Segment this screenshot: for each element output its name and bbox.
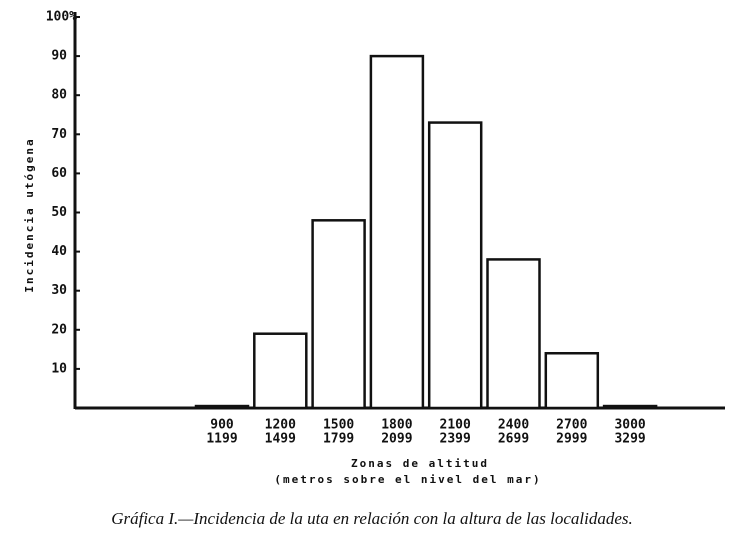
y-tick-label: 70 [51,127,67,142]
x-tick-label: 2399 [440,432,471,447]
x-tick-label: 2100 [440,418,471,433]
bar [253,332,308,410]
y-tick-label: 50 [51,205,67,220]
x-tick-label: 2099 [381,432,412,447]
bar [194,404,250,410]
y-tick-label: 20 [51,322,67,337]
bar [486,258,541,410]
caption: Gráfica I.—Incidencia de la uta en relac… [111,509,633,528]
x-tick-label: 1799 [323,432,354,447]
x-tick-label: 1499 [265,432,296,447]
x-tick-label: 1800 [381,418,412,433]
y-tick-label: 30 [51,283,67,298]
x-tick-label: 1199 [206,432,237,447]
x-tick-label: 3000 [614,418,645,433]
bar [602,404,658,410]
bar [369,54,425,410]
x-axis-label: (metros sobre el nivel del mar) [274,473,541,486]
bar [544,352,600,410]
y-tick-label: 60 [51,166,67,181]
x-axis-label: Zonas de altitud [351,457,489,470]
x-tick-label: 1500 [323,418,354,433]
bar [311,219,366,410]
x-tick-label: 2699 [498,432,529,447]
y-tick-label: 80 [51,88,67,103]
x-tick-label: 3299 [614,432,645,447]
y-tick-label: 100% [46,10,77,25]
bar [427,121,483,410]
x-tick-label: 2999 [556,432,587,447]
y-axis-label: Incidencia utógena [23,137,36,292]
x-tick-label: 1200 [265,418,296,433]
y-tick-label: 40 [51,244,67,259]
y-tick-label: 10 [51,361,67,376]
x-tick-label: 2400 [498,418,529,433]
y-tick-label: 90 [51,49,67,64]
x-tick-label: 2700 [556,418,587,433]
x-tick-label: 900 [210,418,234,433]
